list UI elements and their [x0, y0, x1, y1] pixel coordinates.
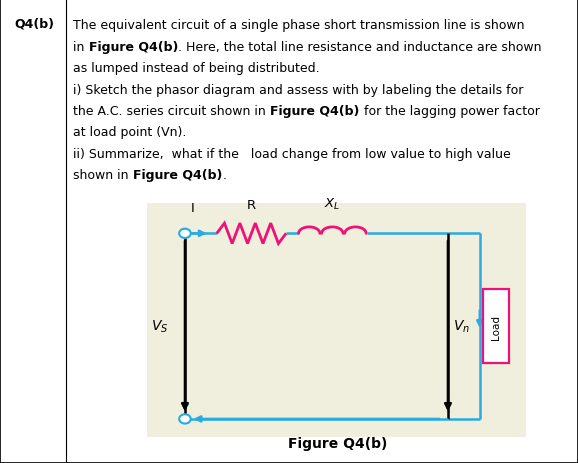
Text: .: . — [223, 169, 226, 181]
Text: Figure Q4(b): Figure Q4(b) — [288, 436, 388, 450]
Text: $V_S$: $V_S$ — [151, 318, 169, 335]
Text: for the lagging power factor: for the lagging power factor — [360, 105, 539, 118]
Text: i) Sketch the phasor diagram and assess with by labeling the details for: i) Sketch the phasor diagram and assess … — [73, 83, 524, 96]
Text: R: R — [247, 199, 256, 212]
Text: Figure Q4(b): Figure Q4(b) — [89, 41, 178, 54]
Text: $V_n$: $V_n$ — [453, 318, 469, 335]
Circle shape — [179, 414, 191, 424]
Text: Load: Load — [491, 314, 501, 339]
Text: The equivalent circuit of a single phase short transmission line is shown: The equivalent circuit of a single phase… — [73, 19, 525, 32]
Text: at load point (Vn).: at load point (Vn). — [73, 126, 187, 139]
Text: Figure Q4(b): Figure Q4(b) — [133, 169, 223, 181]
Text: Figure Q4(b): Figure Q4(b) — [270, 105, 360, 118]
Text: Q4(b): Q4(b) — [14, 18, 54, 31]
Circle shape — [179, 229, 191, 238]
Bar — [483, 289, 509, 363]
Text: $X_L$: $X_L$ — [324, 196, 340, 212]
Text: shown in: shown in — [73, 169, 133, 181]
Text: I: I — [191, 201, 194, 214]
Text: in: in — [73, 41, 89, 54]
Text: ii) Summarize,  what if the   load change from low value to high value: ii) Summarize, what if the load change f… — [73, 147, 511, 160]
Text: as lumped instead of being distributed.: as lumped instead of being distributed. — [73, 62, 320, 75]
Text: the A.C. series circuit shown in: the A.C. series circuit shown in — [73, 105, 270, 118]
Text: . Here, the total line resistance and inductance are shown: . Here, the total line resistance and in… — [178, 41, 542, 54]
Bar — [147, 204, 526, 438]
